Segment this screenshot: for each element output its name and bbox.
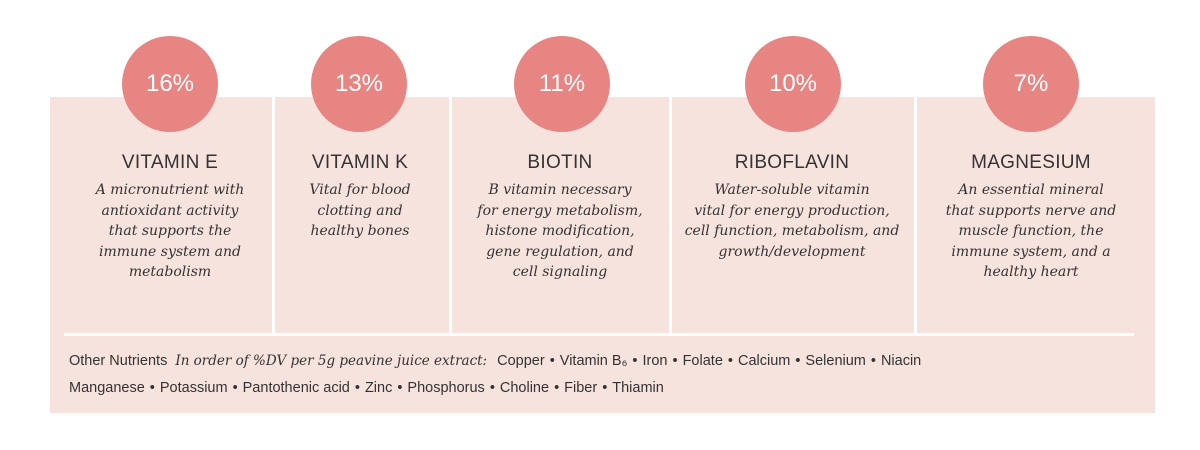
- percent-value: 16%: [145, 70, 195, 97]
- column-divider: [272, 97, 275, 334]
- nutrient-description: Water-soluble vitamin vital for energy p…: [684, 182, 900, 260]
- nutrient-item: Thiamin: [612, 379, 664, 396]
- bullet-separator: •: [554, 379, 560, 396]
- nutrient-item: Copper: [497, 353, 545, 369]
- nutrient-description: Vital for blood clotting and healthy bon…: [309, 182, 411, 239]
- nutrient-item: Manganese: [69, 379, 145, 396]
- bullet-separator: •: [795, 353, 801, 369]
- nutrient-item: Vitamin B₆: [559, 353, 628, 369]
- bullet-separator: •: [602, 379, 608, 396]
- bullet-separator: •: [397, 379, 403, 396]
- percent-value: 10%: [768, 70, 818, 97]
- nutrient-title: VITAMIN E: [121, 152, 219, 173]
- percent-badge-vitamin-k: 13%: [311, 36, 407, 132]
- other-nutrients-subtitle: In order of %DV per 5g peavine juice ext…: [175, 353, 488, 369]
- other-nutrients-line-1: Other Nutrients In order of %DV per 5g p…: [69, 348, 1149, 375]
- percent-value: 11%: [538, 70, 586, 97]
- section-divider: [64, 333, 1134, 336]
- nutrient-item: Pantothenic acid: [242, 379, 350, 396]
- nutrient-description: A micronutrient with antioxidant activit…: [95, 182, 245, 280]
- percent-badge-vitamin-e: 16%: [122, 36, 218, 132]
- nutrient-title: VITAMIN K: [311, 152, 409, 173]
- bullet-separator: •: [672, 353, 678, 369]
- bullet-separator: •: [149, 379, 155, 396]
- nutrient-item: Niacin: [880, 353, 922, 369]
- nutrient-description: An essential mineral that supports nerve…: [945, 182, 1117, 280]
- column-divider: [914, 97, 917, 334]
- percent-value: 7%: [1013, 70, 1049, 97]
- bullet-separator: •: [354, 379, 360, 396]
- nutrient-item: Zinc: [364, 379, 393, 396]
- nutrient-title: MAGNESIUM: [971, 152, 1091, 173]
- nutrient-item: Potassium: [159, 379, 228, 396]
- bullet-separator: •: [489, 379, 495, 396]
- nutrient-item: Phosphorus: [407, 379, 485, 396]
- percent-badge-riboflavin: 10%: [745, 36, 841, 132]
- percent-badge-biotin: 11%: [514, 36, 610, 132]
- column-divider: [449, 97, 452, 334]
- nutrient-item: Fiber: [564, 379, 598, 396]
- bullet-separator: •: [232, 379, 238, 396]
- nutrient-item: Selenium: [805, 353, 866, 369]
- other-nutrients-label: Other Nutrients: [69, 353, 168, 369]
- percent-badge-magnesium: 7%: [983, 36, 1079, 132]
- bullet-separator: •: [727, 353, 733, 369]
- nutrient-title: BIOTIN: [527, 152, 593, 173]
- nutrient-title: RIBOFLAVIN: [734, 152, 850, 173]
- percent-value: 13%: [334, 70, 384, 97]
- bullet-separator: •: [549, 353, 555, 369]
- other-nutrients-line-2: Manganese • Potassium • Pantothenic acid • Zin…: [69, 375, 1149, 402]
- nutrient-item: Folate: [682, 353, 723, 369]
- column-divider: [669, 97, 672, 334]
- nutrient-description: B vitamin necessary for energy metabolis…: [477, 182, 643, 280]
- nutrient-item: Choline: [499, 379, 550, 396]
- nutrient-item: Calcium: [737, 353, 791, 369]
- other-nutrients: Other Nutrients In order of %DV per 5g p…: [69, 348, 1149, 401]
- bullet-separator: •: [632, 353, 638, 369]
- bullet-separator: •: [870, 353, 876, 369]
- nutrient-item: Iron: [642, 353, 668, 369]
- nutrient-panel: [50, 97, 1155, 413]
